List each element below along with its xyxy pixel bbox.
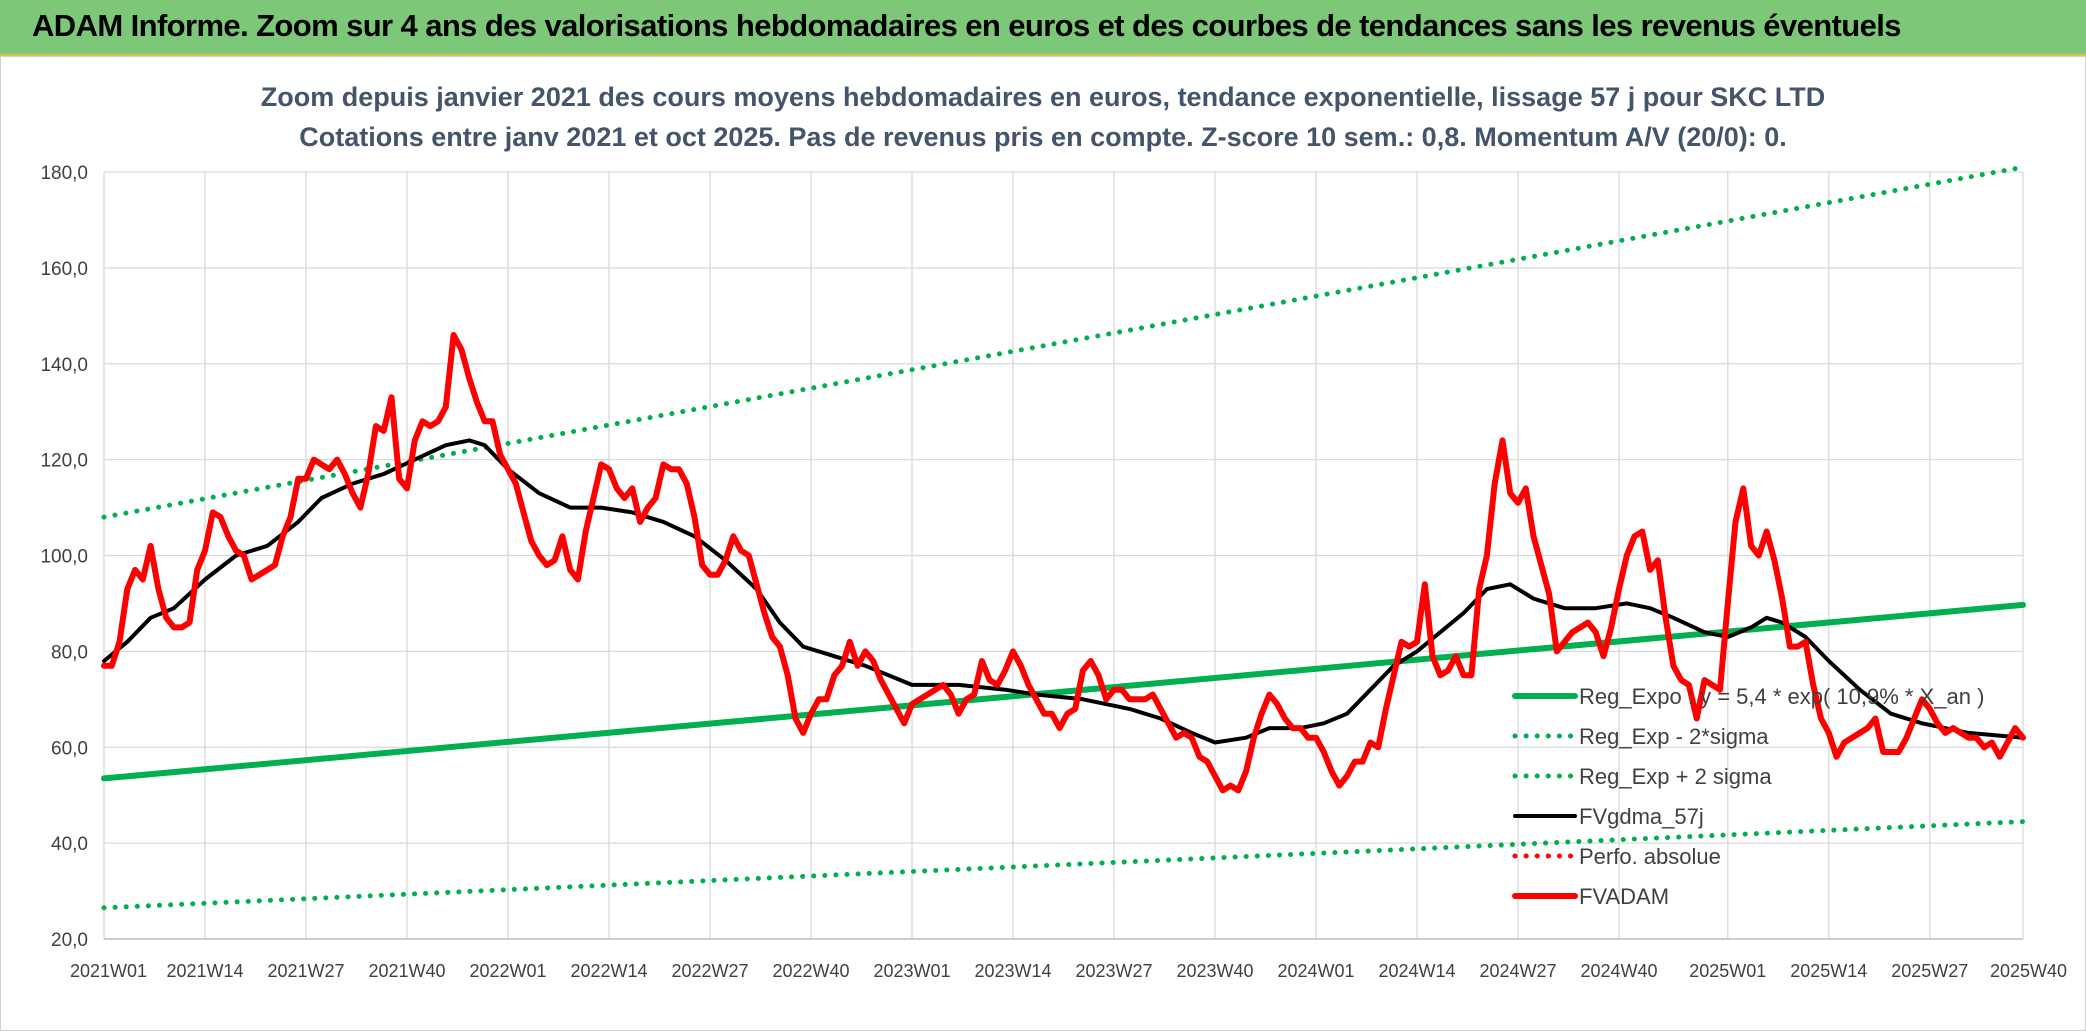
x-tick-label: 2021W40 <box>368 961 445 981</box>
y-tick-label: 20,0 <box>51 930 88 951</box>
x-tick-label: 2022W27 <box>671 961 748 981</box>
chart-title: Zoom depuis janvier 2021 des cours moyen… <box>261 82 1825 112</box>
banner-title: ADAM Informe. Zoom sur 4 ans des valoris… <box>32 8 1902 43</box>
banner: ADAM Informe. Zoom sur 4 ans des valoris… <box>0 0 2086 56</box>
y-tick-label: 40,0 <box>51 834 88 855</box>
x-tick-label: 2023W01 <box>873 961 950 981</box>
x-tick-label: 2021W27 <box>267 961 344 981</box>
x-tick-label: 2022W01 <box>469 961 546 981</box>
x-tick-label: 2025W40 <box>1990 961 2067 981</box>
chart-area: Zoom depuis janvier 2021 des cours moyen… <box>0 56 2086 1031</box>
x-tick-label: 2022W40 <box>772 961 849 981</box>
legend-entry: FVgdma_57j <box>1579 804 1704 829</box>
y-tick-label: 160,0 <box>40 259 88 280</box>
line-chart: Zoom depuis janvier 2021 des cours moyen… <box>40 82 2067 981</box>
x-tick-label: 2023W27 <box>1075 961 1152 981</box>
series-line-0 <box>101 601 2026 782</box>
gridlines <box>103 171 2024 940</box>
y-tick-label: 140,0 <box>40 355 88 376</box>
legend: Reg_Expo : y = 5,4 * exp( 10,9% * X_an )… <box>1512 684 1984 909</box>
x-tick-label: 2021W01 <box>70 961 147 981</box>
x-tick-label: 2023W14 <box>974 961 1051 981</box>
x-tick-label: 2024W14 <box>1378 961 1455 981</box>
series-line-3 <box>102 438 2025 745</box>
y-tick-label: 120,0 <box>40 451 88 472</box>
x-tick-label: 2023W40 <box>1176 961 1253 981</box>
y-tick-label: 100,0 <box>40 547 88 568</box>
x-tick-label: 2024W40 <box>1580 961 1657 981</box>
legend-entry: Perfo. absolue <box>1579 844 1721 869</box>
x-tick-label: 2021W14 <box>166 961 243 981</box>
y-tick-label: 180,0 <box>40 163 88 184</box>
y-tick-label: 80,0 <box>51 642 88 663</box>
x-axis-ticks: 2021W01 2021W14 2021W27 2021W40 2022W01 2022W… <box>70 961 2067 981</box>
series-lines <box>101 164 2026 911</box>
y-axis-ticks: 20,0 40,0 60,0 80,0 100,0 120,0 140,0 160,0 180,… <box>40 163 88 951</box>
legend-entry: FVADAM <box>1579 884 1669 909</box>
series-line-1 <box>101 819 2026 911</box>
legend-entry: Reg_Exp - 2*sigma <box>1579 724 1769 749</box>
x-tick-label: 2022W14 <box>570 961 647 981</box>
series-line-5 <box>101 332 2026 794</box>
x-tick-label: 2024W01 <box>1277 961 1354 981</box>
y-tick-label: 60,0 <box>51 738 88 759</box>
series-line-2 <box>101 164 2026 520</box>
legend-entry: Reg_Exp + 2 sigma <box>1579 764 1772 789</box>
x-tick-label: 2025W14 <box>1790 961 1867 981</box>
chart-subtitle: Cotations entre janv 2021 et oct 2025. P… <box>299 122 1787 152</box>
x-tick-label: 2025W27 <box>1891 961 1968 981</box>
legend-entry: Reg_Expo : y = 5,4 * exp( 10,9% * X_an ) <box>1579 684 1984 709</box>
x-tick-label: 2025W01 <box>1689 961 1766 981</box>
x-tick-label: 2024W27 <box>1479 961 1556 981</box>
